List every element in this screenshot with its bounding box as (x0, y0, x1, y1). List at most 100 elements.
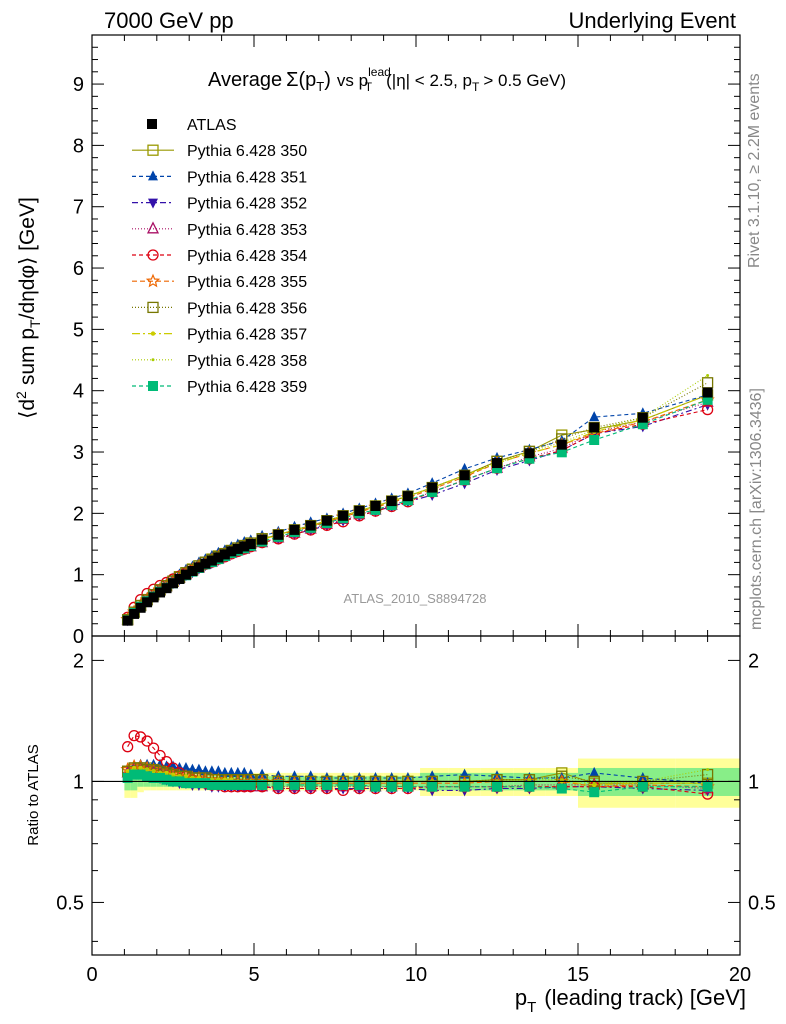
ratio-point (289, 779, 300, 790)
legend-entry-3: Pythia 6.428 352 (132, 196, 307, 213)
y-tick-label: 7 (73, 197, 84, 219)
atlas-point (187, 565, 198, 576)
ratio-point (226, 779, 237, 790)
ratio-point (706, 768, 710, 772)
ratio-point (152, 769, 156, 773)
legend-label: Pythia 6.428 350 (187, 143, 307, 160)
ratio-tick-label-right: 1 (748, 771, 759, 793)
legend-marker (147, 144, 159, 156)
y-tick-label: 9 (73, 74, 84, 96)
y-tick-label: 1 (73, 565, 84, 587)
x-tick-label: 15 (567, 964, 589, 986)
main-series-7 (121, 377, 714, 626)
legend-label: Pythia 6.428 356 (187, 300, 307, 317)
legend-entry-9: Pythia 6.428 358 (132, 353, 307, 370)
legend: ATLAS Pythia 6.428 350 Pythia 6.428 351 Pyt… (132, 117, 307, 396)
ratio-point (370, 781, 381, 792)
y-tick-label: 3 (73, 442, 84, 464)
legend-label: Pythia 6.428 354 (187, 248, 307, 265)
atlas-point (239, 541, 250, 552)
ratio-point (232, 779, 243, 790)
series-line (127, 401, 708, 621)
ratio-point (338, 779, 349, 790)
main-series-9 (126, 373, 710, 622)
atlas-point (245, 539, 256, 550)
ratio-point (524, 781, 535, 792)
ratio-point (128, 729, 140, 742)
x-tick-label: 20 (729, 964, 751, 986)
ratio-point (239, 779, 250, 790)
atlas-point (427, 482, 438, 493)
rivet-label: Rivet 3.1.10, ≥ 2.2M events (746, 73, 763, 268)
ratio-point (257, 768, 268, 779)
ratio-point (148, 772, 159, 783)
atlas-point (289, 524, 300, 535)
ratio-point (180, 778, 191, 789)
axes: 0 5 10 15 20 0 1 2 3 4 5 6 7 8 9 0.5 0.5 1 1 2 2 (56, 34, 776, 986)
atlas-point (180, 569, 191, 580)
ratio-point (459, 781, 470, 792)
ratio-point (289, 770, 300, 781)
chart-title: Average Σ(pT) vs plead T (|η| < 2.5, pT > 0.5… (208, 65, 566, 94)
legend-label: ATLAS (187, 117, 237, 134)
atlas-point (321, 515, 332, 526)
atlas-point (459, 470, 470, 481)
atlas-point (637, 412, 648, 423)
ratio-point (142, 771, 153, 782)
atlas-point (135, 602, 146, 613)
series-point (637, 419, 648, 430)
atlas-point (161, 583, 172, 594)
ratio-point (273, 779, 284, 790)
atlas-point (354, 505, 365, 516)
ratio-panel-series (92, 729, 740, 800)
ratio-tick-label-right: 2 (748, 650, 759, 672)
series-point (706, 373, 710, 377)
legend-entry-8: Pythia 6.428 357 (132, 327, 307, 344)
atlas-point (338, 510, 349, 521)
legend-label: Pythia 6.428 357 (187, 327, 307, 344)
main-series-5 (121, 403, 714, 623)
ratio-point (560, 778, 564, 782)
legend-entry-10: Pythia 6.428 359 (132, 379, 307, 396)
legend-marker (147, 119, 157, 129)
legend-marker (148, 198, 158, 209)
atlas-point (213, 552, 224, 563)
ratio-point (154, 749, 166, 762)
ratio-point (702, 781, 713, 792)
legend-label: Pythia 6.428 351 (187, 169, 307, 186)
atlas-point (122, 615, 133, 626)
legend-label: Pythia 6.428 355 (187, 274, 307, 291)
ratio-point (245, 768, 256, 779)
analysis-label: ATLAS_2010_S8894728 (344, 591, 487, 606)
series-point (589, 411, 600, 422)
atlas-point (206, 555, 217, 566)
atlas-point (402, 491, 413, 502)
atlas-point (370, 500, 381, 511)
y-tick-label: 6 (73, 258, 84, 280)
legend-marker (150, 331, 156, 336)
x-axis-label: pT (leading track) [GeV] (515, 985, 746, 1016)
y-tick-label: 5 (73, 319, 84, 341)
ratio-point (321, 779, 332, 790)
ratio-point (245, 779, 256, 790)
atlas-point (589, 422, 600, 433)
ratio-tick-label-left: 0.5 (56, 892, 84, 914)
ratio-point (386, 781, 397, 792)
series-line (127, 399, 708, 620)
ratio-point (427, 770, 438, 781)
y-axis-label: ⟨d2sum pT/dηdφ⟩ [GeV] (13, 197, 43, 419)
ratio-point (145, 768, 149, 772)
atlas-point (193, 562, 204, 573)
legend-marker (145, 273, 161, 288)
atlas-point (174, 573, 185, 584)
ratio-point (492, 781, 502, 792)
atlas-point (148, 592, 159, 603)
ratio-point (257, 779, 268, 790)
legend-label: Pythia 6.428 358 (187, 353, 307, 370)
ratio-point (427, 781, 438, 792)
series-point (589, 435, 600, 446)
atlas-point (226, 546, 237, 557)
ratio-point (129, 769, 140, 780)
ratio-point (556, 783, 567, 794)
ratio-point (141, 735, 153, 747)
